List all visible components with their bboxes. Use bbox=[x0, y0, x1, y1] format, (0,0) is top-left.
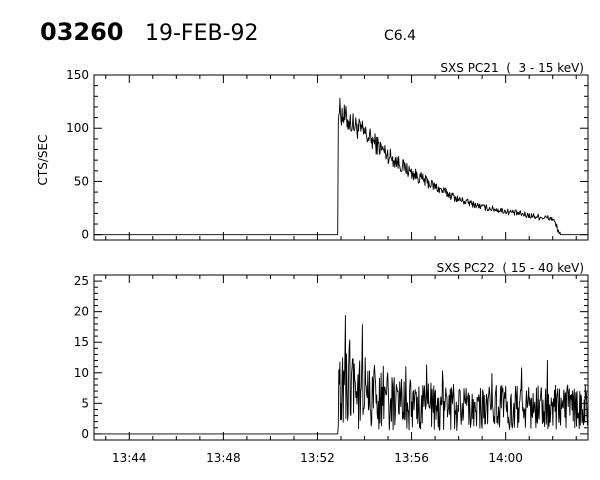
data-trace-pc21 bbox=[94, 97, 588, 236]
x-tick-label: 13:56 bbox=[394, 451, 429, 465]
y-tick-label: 0 bbox=[81, 427, 89, 441]
y-tick-label: 5 bbox=[81, 396, 89, 410]
y-tick-label: 10 bbox=[74, 366, 89, 380]
plot-frame-pc21 bbox=[93, 74, 589, 241]
event-id: 03260 bbox=[40, 18, 124, 46]
panel-title-pc21: SXS PC21 ( 3 - 15 keV) bbox=[440, 61, 584, 75]
y-tick-label: 0 bbox=[81, 228, 89, 242]
y-tick-label: 20 bbox=[74, 305, 89, 319]
y-tick-label: 100 bbox=[66, 121, 89, 135]
flare-class: C6.4 bbox=[384, 28, 416, 44]
y-axis-label: CTS/SEC bbox=[36, 135, 50, 186]
x-tick-label: 14:00 bbox=[488, 451, 523, 465]
y-tick-label: 150 bbox=[66, 68, 89, 82]
panel-title-pc22: SXS PC22 ( 15 - 40 keV) bbox=[437, 261, 584, 275]
panel-pc21: SXS PC21 ( 3 - 15 keV) CTS/SEC 0 50 100 150 bbox=[36, 61, 589, 242]
data-trace-pc22 bbox=[94, 315, 589, 435]
event-date: 19-FEB-92 bbox=[145, 21, 259, 46]
x-tick-label: 13:52 bbox=[300, 451, 335, 465]
x-tick-label: 13:44 bbox=[112, 451, 147, 465]
panel-pc22: SXS PC22 ( 15 - 40 keV) 0 5 10 15 20 25 13:44 1… bbox=[74, 261, 589, 465]
y-tick-label: 15 bbox=[74, 335, 89, 349]
x-tick-label: 13:48 bbox=[206, 451, 241, 465]
y-tick-label: 50 bbox=[74, 174, 89, 188]
y-tick-label: 25 bbox=[74, 274, 89, 288]
